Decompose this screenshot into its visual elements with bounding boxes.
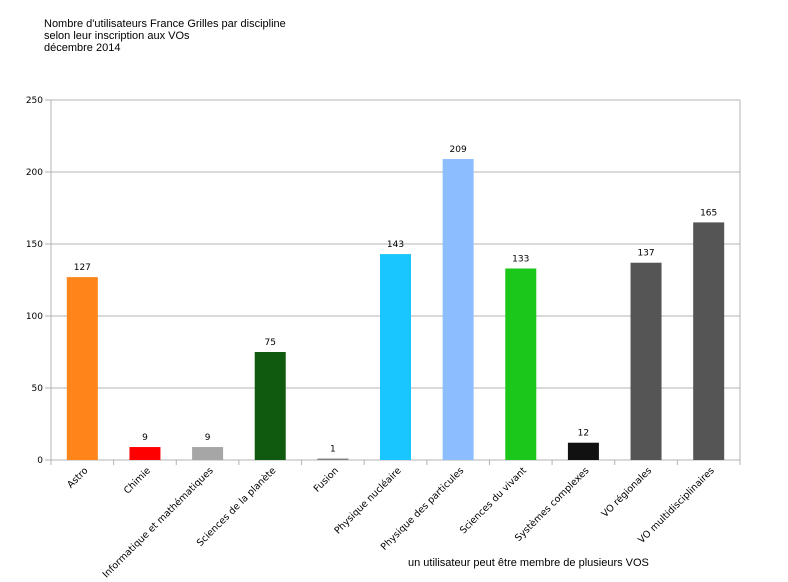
data-label: 75	[265, 338, 276, 348]
y-tick-label: 100	[26, 312, 43, 322]
data-label: 1	[330, 445, 336, 455]
chart-title-block: Nombre d'utilisateurs France Grilles par…	[44, 18, 286, 54]
data-label: 12	[578, 429, 589, 439]
data-label: 127	[74, 263, 91, 273]
chart-annotation: un utilisateur peut être membre de plusi…	[408, 557, 649, 569]
x-category-label: Chimie	[122, 465, 153, 496]
bar	[254, 352, 286, 460]
bar	[505, 268, 537, 460]
bar	[317, 458, 349, 460]
chart-subtitle-line-2: décembre 2014	[44, 42, 121, 54]
bar	[380, 254, 411, 460]
chart-title: Nombre d'utilisateurs France Grilles par…	[44, 18, 286, 30]
data-label: 209	[450, 145, 467, 155]
x-category-label: Fusion	[312, 465, 341, 494]
data-label: 133	[512, 254, 529, 264]
bar	[442, 159, 474, 461]
data-label: 165	[700, 208, 717, 218]
y-tick-label: 0	[37, 456, 43, 466]
y-tick-label: 250	[26, 96, 43, 106]
x-category-label: Informatique et mathématiques	[101, 465, 216, 580]
y-tick-label: 150	[26, 240, 43, 250]
data-label: 143	[387, 240, 404, 250]
bar	[192, 447, 224, 460]
bar	[66, 277, 98, 460]
data-label: 9	[205, 433, 211, 443]
data-label: 137	[637, 249, 654, 259]
chart-subtitle-line-1: selon leur inscription aux VOs	[44, 30, 190, 42]
y-tick-label: 200	[26, 168, 43, 178]
x-category-label: VO régionales	[600, 465, 655, 520]
data-label: 9	[142, 433, 148, 443]
bar	[630, 262, 662, 460]
bar	[129, 447, 161, 460]
x-category-label: Physique nucléaire	[332, 465, 403, 536]
y-tick-label: 50	[32, 384, 44, 394]
bar	[567, 442, 599, 460]
x-category-label: Sciences du vivant	[458, 465, 529, 536]
bar	[693, 222, 725, 460]
x-category-label: Astro	[65, 465, 90, 490]
